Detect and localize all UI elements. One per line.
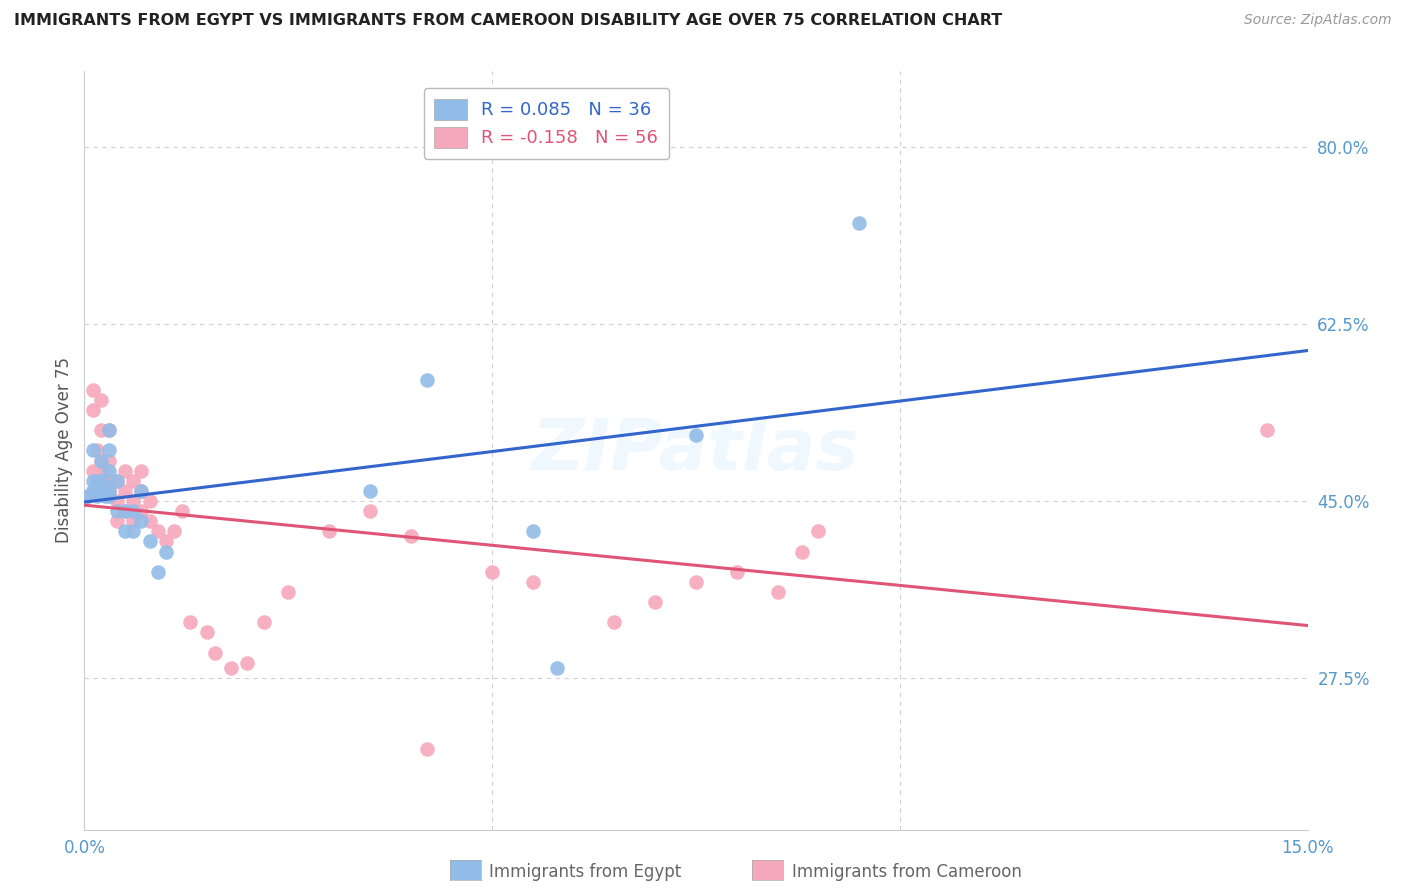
Point (97, 483, 120, 498)
Point (97, 483, 120, 498)
Point (122, 494, 145, 508)
Point (90, 474, 112, 488)
Point (82, 474, 104, 488)
Point (86, 474, 108, 488)
Point (93, 479, 115, 493)
Point (1256, 423, 1278, 437)
Point (93, 474, 115, 488)
Point (90, 483, 112, 498)
Point (97, 474, 120, 488)
Text: ZIPatlas: ZIPatlas (533, 416, 859, 485)
Point (122, 524, 145, 539)
Point (131, 504, 153, 518)
Point (318, 524, 340, 539)
Point (82, 483, 104, 498)
Point (253, 615, 276, 630)
Point (105, 494, 128, 508)
Point (399, 529, 422, 543)
Point (97, 453, 120, 467)
Point (93, 489, 115, 503)
Point (97, 423, 120, 437)
Point (236, 656, 259, 670)
Point (179, 615, 201, 630)
Point (848, 216, 870, 230)
Point (416, 373, 439, 387)
Point (138, 514, 160, 528)
Point (86, 443, 108, 458)
Point (82, 383, 104, 397)
Point (725, 565, 748, 579)
Point (82, 443, 104, 458)
Point (82, 403, 104, 417)
Point (146, 565, 169, 579)
Point (131, 483, 153, 498)
Point (86, 483, 108, 498)
Point (146, 524, 169, 539)
Legend: R = 0.085   N = 36, R = -0.158   N = 56: R = 0.085 N = 36, R = -0.158 N = 56 (423, 88, 669, 159)
Point (277, 585, 299, 599)
Point (131, 514, 153, 528)
Point (90, 483, 112, 498)
Text: Immigrants from Cameroon: Immigrants from Cameroon (792, 863, 1021, 881)
Point (77, 489, 100, 503)
Point (93, 464, 115, 478)
Point (82, 483, 104, 498)
Point (138, 494, 160, 508)
Point (603, 615, 626, 630)
Point (77, 489, 100, 503)
Point (105, 474, 128, 488)
Point (685, 574, 707, 589)
Point (97, 423, 120, 437)
Point (155, 534, 177, 549)
Point (359, 504, 381, 518)
Point (131, 483, 153, 498)
Point (138, 534, 160, 549)
Point (546, 661, 568, 675)
Point (105, 474, 128, 488)
Point (90, 453, 112, 467)
Point (807, 524, 830, 539)
Point (155, 544, 177, 558)
Point (97, 489, 120, 503)
Y-axis label: Disability Age Over 75: Disability Age Over 75 (55, 358, 73, 543)
Point (416, 741, 439, 756)
Point (131, 464, 153, 478)
Point (86, 474, 108, 488)
Point (204, 646, 226, 660)
Point (114, 504, 136, 518)
Point (105, 504, 128, 518)
Text: Immigrants from Egypt: Immigrants from Egypt (489, 863, 682, 881)
Text: IMMIGRANTS FROM EGYPT VS IMMIGRANTS FROM CAMEROON DISABILITY AGE OVER 75 CORRELA: IMMIGRANTS FROM EGYPT VS IMMIGRANTS FROM… (14, 13, 1002, 29)
Point (122, 474, 145, 488)
Point (114, 504, 136, 518)
Point (114, 464, 136, 478)
Point (685, 428, 707, 442)
Point (97, 443, 120, 458)
Point (90, 474, 112, 488)
Point (522, 524, 544, 539)
Point (90, 423, 112, 437)
Point (122, 504, 145, 518)
Point (172, 504, 194, 518)
Point (86, 489, 108, 503)
Point (481, 565, 503, 579)
Point (82, 483, 104, 498)
Point (114, 524, 136, 539)
Point (97, 464, 120, 478)
Text: Source: ZipAtlas.com: Source: ZipAtlas.com (1244, 13, 1392, 28)
Point (522, 574, 544, 589)
Point (105, 514, 128, 528)
Point (644, 595, 666, 609)
Point (122, 514, 145, 528)
Point (219, 661, 242, 675)
Point (359, 483, 381, 498)
Point (90, 392, 112, 407)
Point (790, 544, 813, 558)
Point (195, 625, 218, 640)
Point (82, 464, 104, 478)
Point (766, 585, 789, 599)
Point (114, 483, 136, 498)
Point (90, 453, 112, 467)
Point (163, 524, 186, 539)
